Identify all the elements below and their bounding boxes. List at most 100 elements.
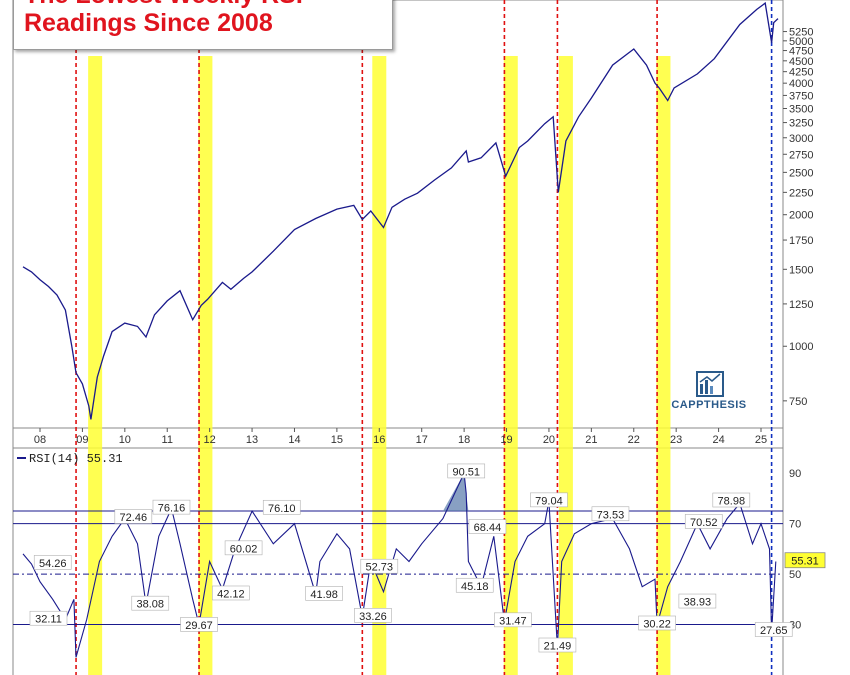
rsi-label-box-21 <box>712 492 751 508</box>
title-line-2: Readings Since 2008 <box>24 9 273 37</box>
rsi-label-2: 72.46 <box>114 509 153 524</box>
rsi-label-box-17 <box>538 637 577 653</box>
rsi-label-box-22 <box>678 593 717 609</box>
rsi-label-21: 78.98 <box>712 492 751 508</box>
x-tick-label-1: 09 <box>76 434 88 446</box>
rsi-legend-text: RSI(14) 55.31 <box>29 452 123 466</box>
rsi-label-text-8: 42.12 <box>217 588 245 600</box>
highlight-band-3 <box>503 56 518 675</box>
rsi-label-text-13: 68.44 <box>474 522 502 534</box>
rsi-label-box-0 <box>33 555 72 570</box>
price-tick-label-5: 2000 <box>789 210 813 222</box>
rsi-value-labels: 54.26 32.11 72.46 76.16 38.08 29.67 60.02 76.10… <box>29 463 793 653</box>
rsi-label-text-19: 30.22 <box>643 619 671 631</box>
rsi-label-8: 42.12 <box>212 585 250 601</box>
rsi-label-box-11 <box>354 608 392 623</box>
rsi-tick-label-1: 50 <box>789 569 801 581</box>
rsi-label-16: 79.04 <box>530 492 568 508</box>
price-tick-label-3: 1500 <box>789 264 813 276</box>
rsi-label-box-3 <box>152 499 191 515</box>
rsi-label-6: 60.02 <box>224 540 263 555</box>
x-tick-label-11: 19 <box>500 434 512 446</box>
rsi-label-text-10: 52.73 <box>366 562 394 574</box>
rsi-label-box-5 <box>180 617 218 632</box>
rsi-label-box-9 <box>305 586 343 601</box>
x-tick-label-16: 24 <box>712 434 724 446</box>
highlight-band-4 <box>558 56 573 675</box>
rsi-tick-label-2: 70 <box>789 519 801 531</box>
price-tick-label-6: 2250 <box>789 187 813 199</box>
rsi-label-17: 21.49 <box>538 637 577 653</box>
x-tick-label-0: 08 <box>34 434 46 446</box>
highlight-band-5 <box>656 56 671 675</box>
x-tick-label-4: 12 <box>204 434 216 446</box>
rsi-label-box-8 <box>212 585 250 601</box>
rsi-label-text-1: 32.11 <box>35 614 62 626</box>
x-tick-label-10: 18 <box>458 434 470 446</box>
x-tick-label-5: 13 <box>246 434 258 446</box>
rsi-label-text-7: 76.10 <box>268 503 296 515</box>
rsi-current-tag <box>784 552 826 569</box>
highlight-band-0 <box>88 56 103 675</box>
rsi-label-box-18 <box>591 506 630 522</box>
price-axis: 750 1000 1250 1500 1750 2000 2250 2500 2750 3000 3… <box>783 27 813 408</box>
title-line-1: The Lowest Weekly RSI <box>24 0 303 10</box>
logo-chart-icon <box>696 371 724 397</box>
rsi-label-box-4 <box>131 595 170 611</box>
price-tick-label-13: 4000 <box>789 78 813 90</box>
price-tick-label-4: 1750 <box>789 235 813 247</box>
rsi-label-text-12: 90.51 <box>452 466 480 478</box>
rsi-label-text-0: 54.26 <box>39 558 67 570</box>
price-tick-label-11: 3500 <box>789 104 813 116</box>
rsi-label-text-17: 21.49 <box>544 641 572 653</box>
rsi-label-text-11: 33.26 <box>359 611 387 623</box>
price-tick-label-15: 4500 <box>789 56 813 68</box>
x-tick-label-6: 14 <box>288 434 300 446</box>
highlight-band-1 <box>198 56 213 675</box>
rsi-label-22: 38.93 <box>678 593 717 609</box>
price-tick-label-9: 3000 <box>789 133 813 145</box>
rsi-label-1: 32.11 <box>29 610 68 626</box>
rsi-label-9: 41.98 <box>305 586 343 601</box>
rsi-label-0: 54.26 <box>33 555 72 570</box>
highlight-bands <box>88 56 671 675</box>
rsi-label-text-4: 38.08 <box>137 599 165 611</box>
price-tick-label-18: 5250 <box>789 27 813 39</box>
rsi-label-23: 27.65 <box>754 622 793 637</box>
rsi-label-box-16 <box>530 492 568 508</box>
title-box: The Lowest Weekly RSI Readings Since 200… <box>13 0 393 50</box>
x-axis: 08 09 10 11 12 13 14 15 16 17 18 19 20 21 22 23 24 25 <box>34 428 767 446</box>
x-tick-label-17: 25 <box>755 434 767 446</box>
price-tick-label-1: 1000 <box>789 341 813 353</box>
rsi-label-11: 33.26 <box>354 608 392 623</box>
price-tick-label-12: 3750 <box>789 90 813 102</box>
rsi-label-box-12 <box>447 463 486 479</box>
rsi-label-text-3: 76.16 <box>158 503 186 515</box>
rsi-label-box-1 <box>29 610 68 626</box>
highlight-band-2 <box>372 56 387 675</box>
rsi-series-line <box>22 471 777 658</box>
x-tick-label-14: 22 <box>628 434 640 446</box>
price-series-line <box>22 1 779 420</box>
rsi-label-text-23: 27.65 <box>760 625 788 637</box>
rsi-label-text-21: 78.98 <box>718 496 746 508</box>
rsi-label-text-18: 73.53 <box>597 509 625 521</box>
price-tick-label-7: 2500 <box>789 167 813 179</box>
rsi-label-box-23 <box>754 622 793 637</box>
rsi-label-text-22: 38.93 <box>684 597 712 609</box>
rsi-label-box-10 <box>360 558 399 574</box>
rsi-label-box-15 <box>494 612 532 628</box>
rsi-label-20: 70.52 <box>684 514 723 529</box>
rsi-label-text-2: 72.46 <box>120 512 148 524</box>
logo-text: CAPPTHESIS <box>671 399 747 411</box>
rsi-label-15: 31.47 <box>494 612 532 628</box>
rsi-label-box-2 <box>114 509 153 524</box>
rsi-label-box-19 <box>638 615 676 631</box>
x-tick-label-3: 11 <box>162 434 173 446</box>
rsi-label-5: 29.67 <box>180 617 218 632</box>
price-tick-label-8: 2750 <box>789 149 813 161</box>
vertical-markers <box>75 0 773 675</box>
price-tick-label-17: 5000 <box>789 36 813 48</box>
rsi-label-4: 38.08 <box>131 595 170 611</box>
